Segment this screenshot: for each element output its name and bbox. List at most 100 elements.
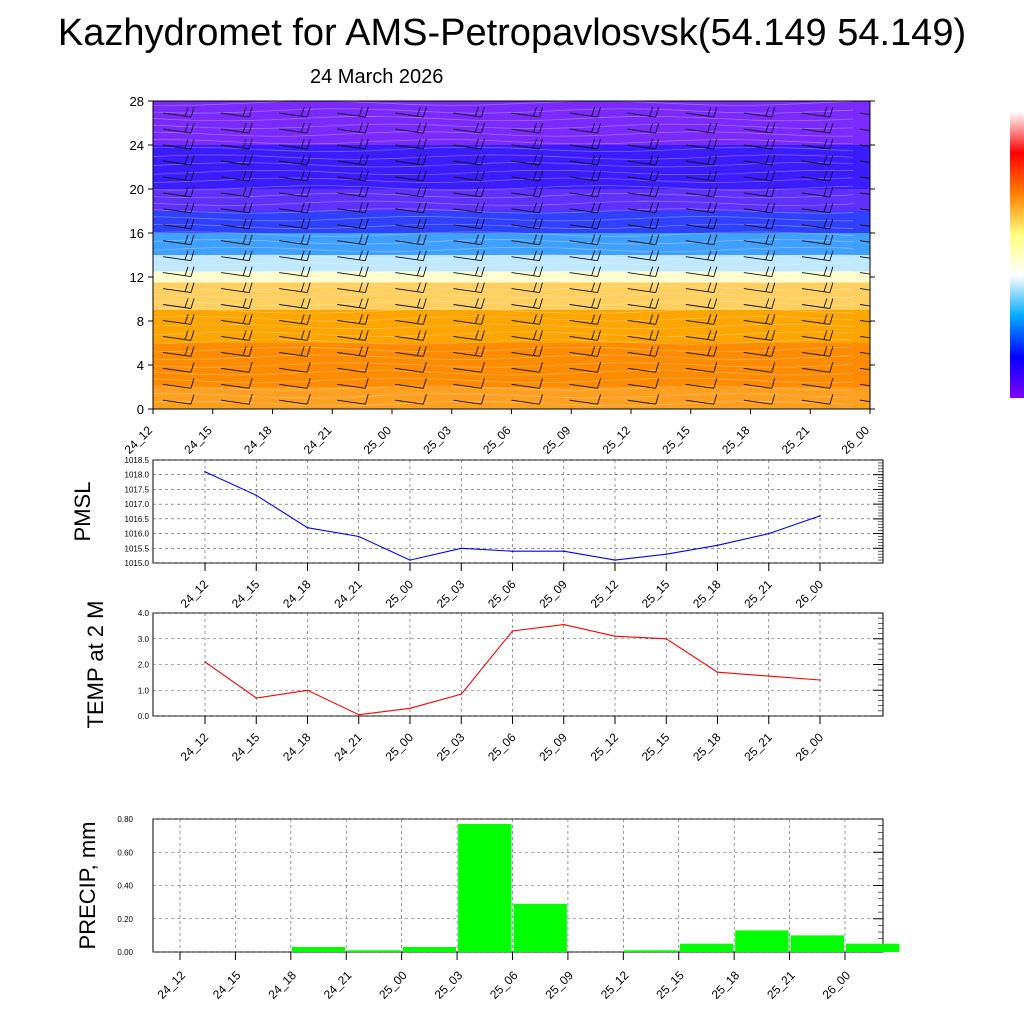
x-tick-label: 24_12 xyxy=(178,730,212,764)
wind-barb-flag xyxy=(649,122,654,133)
wind-barb-shaft xyxy=(569,256,598,262)
wind-barb xyxy=(279,314,311,325)
x-tick-label: 25_00 xyxy=(383,730,417,764)
wind-barb xyxy=(685,282,718,294)
wind-barb-flag xyxy=(474,330,479,340)
x-tick-label: 25_21 xyxy=(779,423,813,457)
wind-barb-shaft xyxy=(453,272,482,278)
data-point xyxy=(562,623,565,626)
wind-barb-flag xyxy=(416,250,421,260)
wind-barb-shaft xyxy=(569,351,598,357)
wind-barb-flag xyxy=(416,298,421,308)
wind-barb-flag xyxy=(364,186,369,198)
wind-barb xyxy=(743,154,776,166)
wind-barb xyxy=(685,154,718,166)
y-tick-label: 1016.5 xyxy=(125,515,150,524)
wind-barb-flag xyxy=(422,330,427,341)
wind-barb-flag xyxy=(771,138,776,150)
x-tick-label: 25_03 xyxy=(434,730,468,764)
x-tick-label: 24_18 xyxy=(265,968,299,1002)
wind-barb-flag xyxy=(422,202,427,213)
wind-barb-flag xyxy=(364,298,369,309)
wind-barb-shaft xyxy=(162,128,192,134)
wind-barb-flag xyxy=(765,250,770,260)
contour-line xyxy=(153,108,854,114)
wind-barb-shaft xyxy=(279,128,308,134)
wind-barb xyxy=(395,346,427,357)
wind-barb xyxy=(453,378,485,389)
x-tick-label: 25_03 xyxy=(420,423,454,457)
wind-barb-flag xyxy=(248,330,253,341)
wind-barb xyxy=(395,250,427,262)
x-tick-label: 24_15 xyxy=(210,968,244,1002)
wind-barb-shaft xyxy=(569,272,598,278)
wind-barb-flag xyxy=(474,186,479,197)
x-tick-label: 24_12 xyxy=(178,577,212,611)
wind-barb-flag xyxy=(474,234,479,244)
wind-barb xyxy=(395,266,427,278)
wind-barb xyxy=(859,319,870,323)
wind-barb xyxy=(743,394,776,405)
wind-barb-shaft xyxy=(685,367,714,373)
wind-barb xyxy=(685,330,718,341)
wind-barb-flag xyxy=(416,282,421,292)
data-point xyxy=(819,515,821,517)
wind-barb-flag xyxy=(533,234,537,244)
wind-barb xyxy=(337,250,369,262)
wind-barb-flag xyxy=(829,346,834,357)
wind-barb-shaft xyxy=(453,192,482,198)
wind-barb xyxy=(337,186,369,198)
wind-barb xyxy=(221,298,253,309)
wind-barb-flag xyxy=(364,202,369,213)
wind-barb-shaft xyxy=(279,176,308,182)
wind-barb-shaft xyxy=(569,144,598,150)
data-point xyxy=(665,553,668,555)
wind-barb-shaft xyxy=(859,272,870,275)
wind-barb-flag xyxy=(829,250,834,261)
wind-barb-flag xyxy=(888,346,891,356)
wind-barb-flag xyxy=(888,394,891,404)
wind-barb-shaft xyxy=(221,367,250,373)
wind-barb-flag xyxy=(823,234,828,244)
wind-barb-flag xyxy=(184,170,189,181)
contour-line xyxy=(153,193,854,199)
contour-line xyxy=(153,154,854,160)
wind-barb-flag xyxy=(190,266,195,277)
wind-barb-flag xyxy=(533,282,537,292)
wind-barb xyxy=(627,202,660,214)
wind-barb-flag xyxy=(597,122,602,134)
data-point xyxy=(562,550,565,553)
wind-barb-flag xyxy=(707,202,712,212)
wind-barb xyxy=(569,298,602,309)
contour-line xyxy=(153,231,854,237)
wind-barb-shaft xyxy=(743,192,772,198)
wind-barb-flag xyxy=(539,346,543,357)
wind-barb-flag xyxy=(823,282,828,292)
wind-barb xyxy=(162,266,195,278)
wind-barb xyxy=(162,186,195,198)
wind-barb-flag xyxy=(597,250,602,261)
wind-barb-flag xyxy=(248,266,253,277)
wind-barb-flag xyxy=(597,282,602,293)
wind-barb xyxy=(743,234,776,246)
wind-barb-flag xyxy=(358,330,363,340)
wind-barb-shaft xyxy=(511,367,540,373)
wind-barb-shaft xyxy=(511,383,540,389)
wind-barb xyxy=(453,330,485,341)
wind-barb-shaft xyxy=(801,383,830,389)
wind-barb-shaft xyxy=(743,176,772,182)
wind-barb-flag xyxy=(591,202,596,212)
wind-barb-flag xyxy=(358,314,363,324)
wind-barb-flag xyxy=(655,362,660,373)
wind-barb xyxy=(221,106,253,118)
wind-barb-flag xyxy=(655,154,660,166)
wind-barb-flag xyxy=(422,154,427,166)
chart-subtitle: 24 March 2026 xyxy=(310,66,444,88)
wind-barb-flag xyxy=(649,250,654,260)
wind-barb-shaft xyxy=(395,288,424,294)
wind-barb xyxy=(801,282,834,294)
wind-barb-flag xyxy=(533,330,537,340)
wind-barb-shaft xyxy=(569,288,598,294)
wind-barb-shaft xyxy=(279,383,308,389)
wind-barb xyxy=(162,138,195,150)
